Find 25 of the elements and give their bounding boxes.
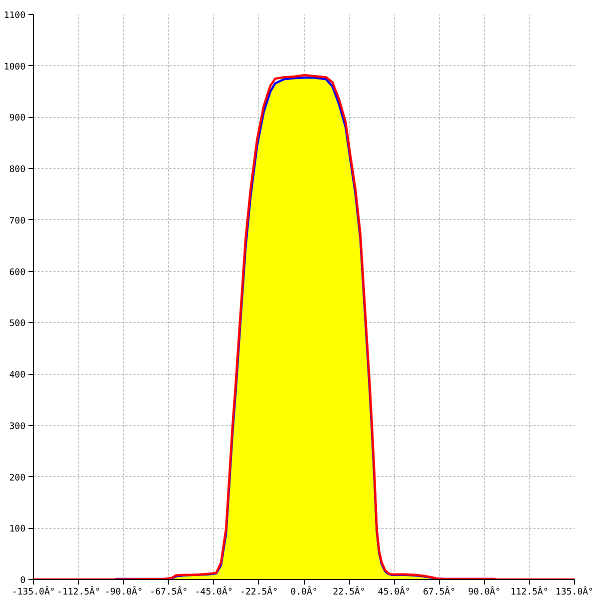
y-tick-label: 1100 (4, 11, 26, 21)
y-tick-label: 100 (9, 524, 26, 535)
x-tick-label: -22.5Â° (240, 586, 278, 598)
x-tick-label: -45.0Â° (194, 586, 233, 598)
x-tick-label: 67.5Â° (422, 586, 456, 598)
y-tick-label: 1000 (4, 62, 26, 72)
x-tick-label: 90.0Â° (468, 586, 501, 598)
y-tick-label: 800 (9, 165, 26, 176)
y-tick-label: 600 (9, 268, 26, 278)
y-tick-label: 300 (9, 422, 26, 432)
y-tick-label: 900 (9, 114, 26, 124)
x-tick-label: -67.5Â° (150, 586, 188, 598)
x-tick-label: 112.5Â° (510, 586, 548, 598)
y-tick-label: 400 (9, 370, 26, 381)
x-tick-label: 135.0Â° (556, 586, 594, 598)
x-tick-label: 22.5Â° (332, 586, 366, 598)
y-tick-label: 500 (9, 319, 26, 330)
y-tick-label: 700 (9, 216, 26, 226)
x-tick-label: -90.0Â° (104, 586, 143, 598)
x-tick-label: -135.0Â° (12, 586, 56, 598)
x-tick-label: 45.0Â° (378, 586, 410, 598)
y-tick-label: 200 (9, 473, 26, 484)
y-tick-label: 0 (20, 576, 26, 586)
x-tick-label: 0.0Â° (290, 586, 318, 598)
x-tick-label: -112.5Â° (56, 586, 100, 598)
